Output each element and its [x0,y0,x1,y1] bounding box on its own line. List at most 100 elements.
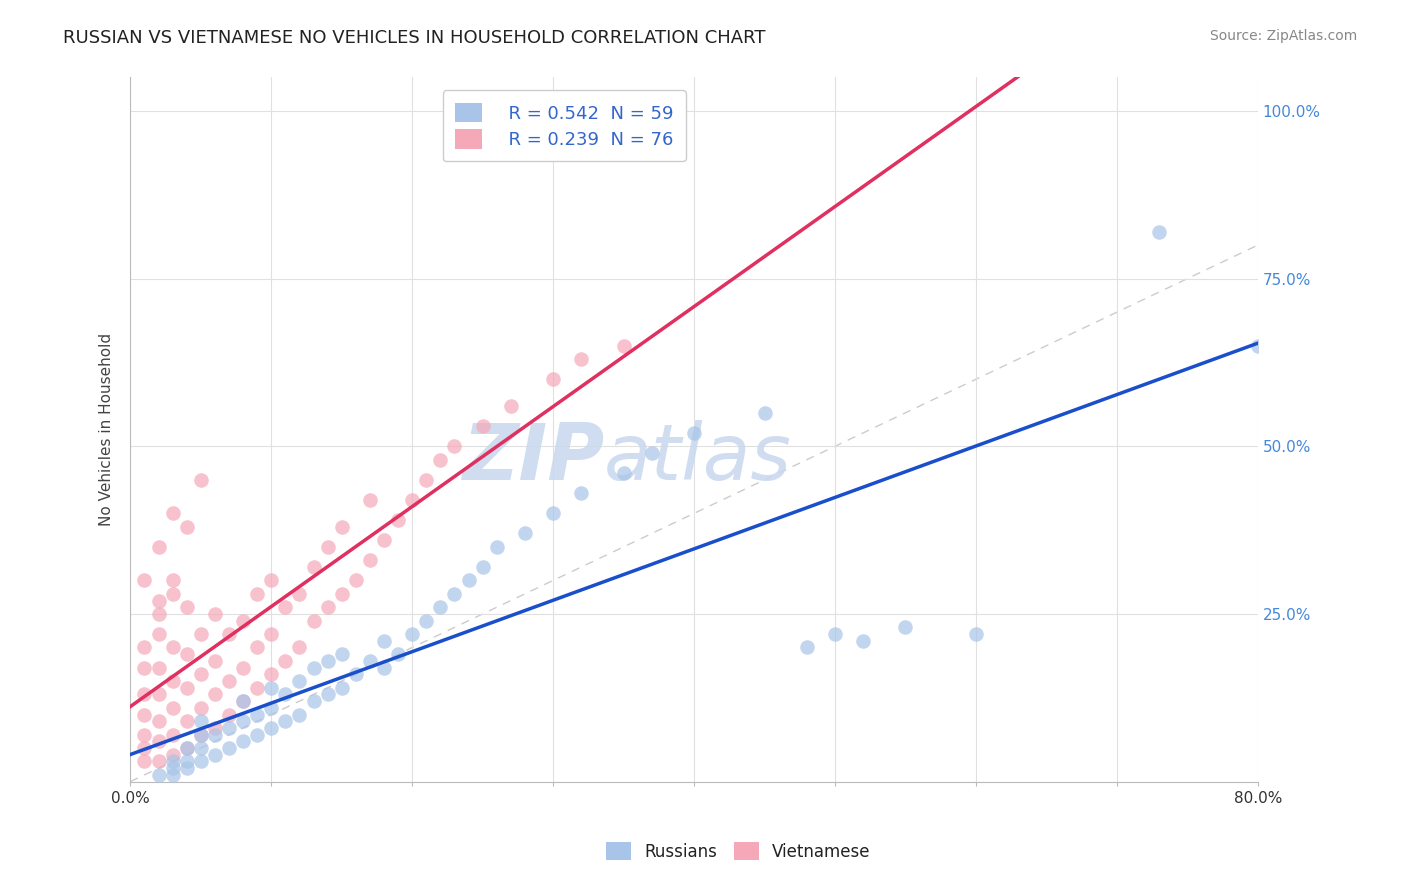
Point [162,574,184,588]
Point [232,694,254,708]
Point [260,627,283,641]
Point [162,507,184,521]
Point [387,647,409,661]
Point [204,728,226,742]
Point [613,466,636,480]
Point [316,654,339,668]
Point [443,439,465,453]
Point [288,587,311,601]
Point [1147,225,1170,239]
Point [641,446,664,460]
Point [232,714,254,729]
Point [485,540,508,554]
Point [373,660,395,674]
Point [162,761,184,775]
Point [204,747,226,762]
Point [176,741,198,756]
Point [443,587,465,601]
Point [218,721,240,735]
Point [148,607,170,621]
Point [204,607,226,621]
Point [148,660,170,674]
Point [965,627,987,641]
Point [134,688,156,702]
Point [274,600,297,615]
Point [387,513,409,527]
Point [1247,339,1270,353]
Point [148,540,170,554]
Point [457,574,479,588]
Point [162,587,184,601]
Point [246,707,269,722]
Point [429,600,451,615]
Point [260,574,283,588]
Point [176,647,198,661]
Point [344,667,367,681]
Point [541,507,564,521]
Point [176,755,198,769]
Point [344,574,367,588]
Point [176,520,198,534]
Point [415,614,437,628]
Point [796,640,818,655]
Legend: Russians, Vietnamese: Russians, Vietnamese [599,836,877,868]
Point [359,553,381,567]
Point [218,673,240,688]
Text: RUSSIAN VS VIETNAMESE NO VEHICLES IN HOUSEHOLD CORRELATION CHART: RUSSIAN VS VIETNAMESE NO VEHICLES IN HOU… [63,29,766,46]
Point [218,741,240,756]
Point [148,593,170,607]
Point [288,707,311,722]
Point [162,701,184,715]
Point [274,688,297,702]
Point [330,647,353,661]
Point [232,694,254,708]
Point [162,747,184,762]
Point [288,673,311,688]
Point [134,707,156,722]
Point [134,574,156,588]
Point [513,526,536,541]
Point [134,741,156,756]
Point [162,673,184,688]
Point [302,560,325,574]
Point [190,627,212,641]
Point [148,627,170,641]
Point [162,640,184,655]
Legend:   R = 0.542  N = 59,   R = 0.239  N = 76: R = 0.542 N = 59, R = 0.239 N = 76 [443,90,686,161]
Point [134,640,156,655]
Point [190,714,212,729]
Point [401,627,423,641]
Point [569,486,592,500]
Point [204,654,226,668]
Point [683,425,706,440]
Point [852,633,875,648]
Point [429,452,451,467]
Point [134,660,156,674]
Point [316,688,339,702]
Point [232,734,254,748]
Point [176,714,198,729]
Point [190,755,212,769]
Point [541,372,564,386]
Point [260,721,283,735]
Point [288,640,311,655]
Point [246,681,269,695]
Point [754,406,776,420]
Point [190,728,212,742]
Point [190,728,212,742]
Point [330,681,353,695]
Point [613,339,636,353]
Point [824,627,846,641]
Text: Source: ZipAtlas.com: Source: ZipAtlas.com [1209,29,1357,43]
Point [274,654,297,668]
Point [190,667,212,681]
Point [302,694,325,708]
Point [134,728,156,742]
Point [162,768,184,782]
Point [401,492,423,507]
Text: ZIP: ZIP [461,420,605,496]
Point [176,741,198,756]
Point [148,734,170,748]
Point [218,707,240,722]
Point [190,701,212,715]
